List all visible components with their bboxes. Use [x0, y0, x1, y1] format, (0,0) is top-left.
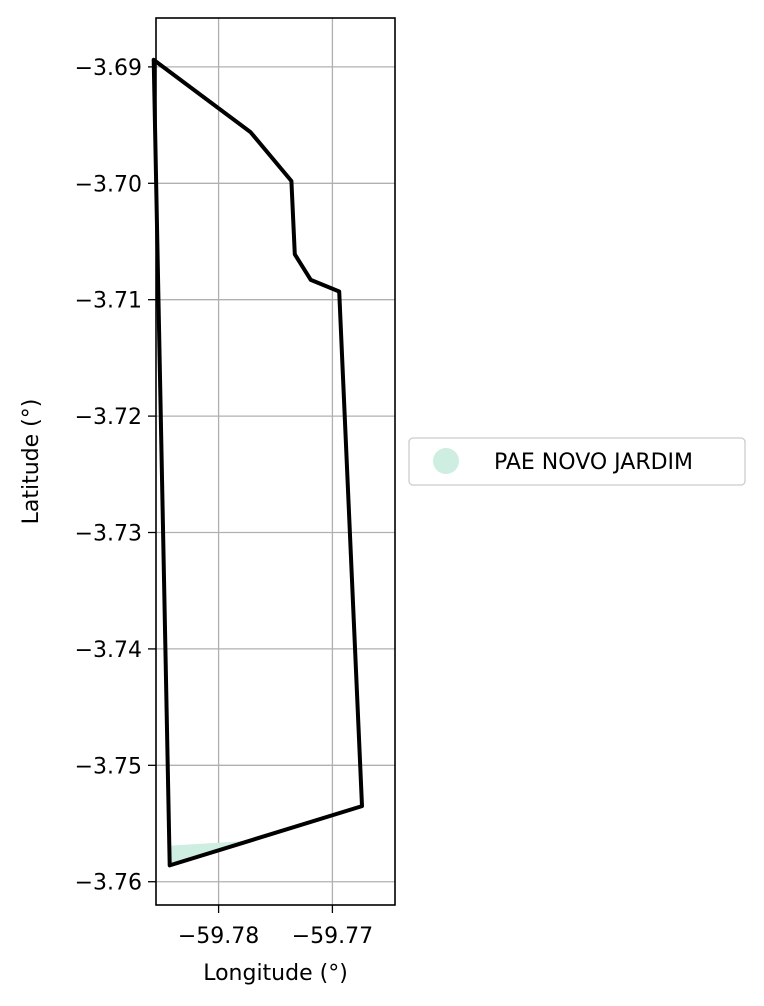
x-axis-label: Longitude (°)	[203, 961, 348, 986]
y-tick-label: −3.75	[75, 754, 142, 779]
x-axis-ticks: −59.78 −59.77	[178, 905, 373, 949]
y-tick-label: −3.71	[75, 289, 142, 314]
x-tick-label: −59.77	[292, 924, 373, 949]
grid-lines	[156, 18, 395, 905]
map-layers	[151, 57, 364, 868]
y-tick-label: −3.72	[75, 405, 142, 430]
y-tick-label: −3.70	[75, 172, 142, 197]
x-tick-label: −59.78	[178, 924, 259, 949]
y-axis-label: Latitude (°)	[19, 399, 44, 525]
y-tick-label: −3.76	[75, 871, 142, 896]
plot-frame	[155, 17, 396, 906]
y-tick-label: −3.69	[75, 56, 142, 81]
y-tick-label: −3.74	[75, 638, 142, 663]
y-tick-label: −3.73	[75, 522, 142, 547]
legend-marker	[433, 448, 459, 474]
boundary-outline	[151, 57, 364, 868]
legend: PAE NOVO JARDIM	[408, 437, 746, 486]
legend-box	[408, 437, 746, 486]
legend-label: PAE NOVO JARDIM	[494, 450, 693, 475]
y-axis-ticks: −3.69 −3.70 −3.71 −3.72 −3.73 −3.74 −3.75 −3.76	[75, 56, 156, 896]
